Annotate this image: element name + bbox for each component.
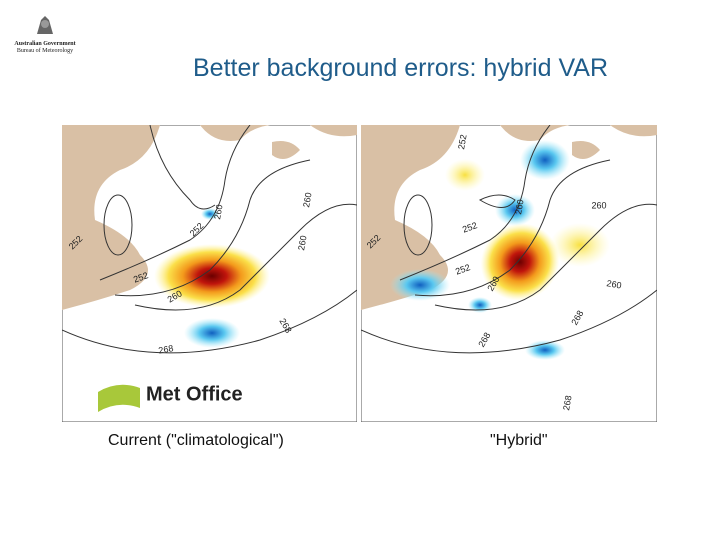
contour-label: 260 [212, 204, 224, 221]
contour-label: 252 [461, 220, 479, 235]
government-logo: Australian Government Bureau of Meteorol… [10, 14, 80, 55]
contour-label: 252 [456, 134, 468, 151]
contour-label: 252 [132, 270, 150, 285]
slide-title: Better background errors: hybrid VAR [193, 54, 609, 82]
contour-label: 252 [454, 262, 472, 277]
map-left: Met Office [62, 125, 357, 422]
met-office-wordmark: Met Office [146, 383, 243, 405]
contour-label: 268 [561, 395, 573, 412]
crest [37, 16, 53, 34]
contour-label: 260 [606, 278, 623, 290]
met-office-logo: Met Office [98, 383, 243, 412]
caption: "Hybrid" [490, 432, 548, 449]
caption: Current ("climatological") [108, 432, 284, 449]
contour-label: 260 [301, 192, 313, 209]
contour-label: 268 [158, 343, 175, 355]
contour-label: 260 [296, 235, 308, 252]
contour-label: 260 [591, 200, 606, 210]
logo-line: Australian Government [14, 41, 76, 47]
logo-line: Bureau of Meteorology [16, 48, 74, 54]
contour-label: 260 [513, 199, 525, 216]
map-right [361, 125, 657, 422]
